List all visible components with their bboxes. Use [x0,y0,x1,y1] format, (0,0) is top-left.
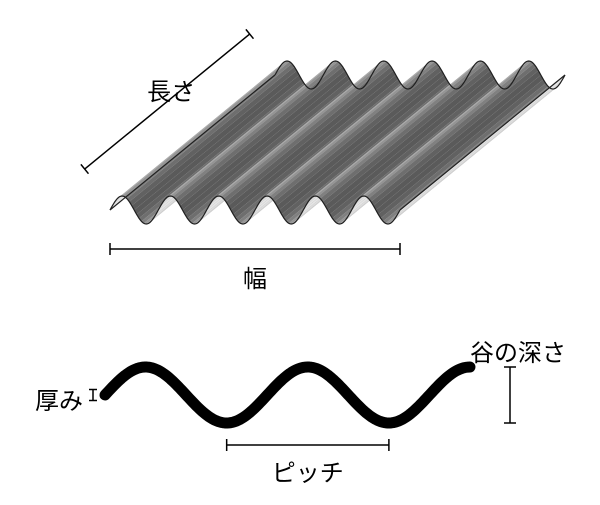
length-label: 長さ [147,72,195,107]
depth-label: 谷の深さ [470,333,566,368]
corrugated-sheet-diagram [0,0,600,500]
cross-section-profile [89,367,516,451]
width-label: 幅 [243,259,267,294]
pitch-label: ピッチ [272,453,344,488]
thickness-label: 厚み [35,381,83,416]
